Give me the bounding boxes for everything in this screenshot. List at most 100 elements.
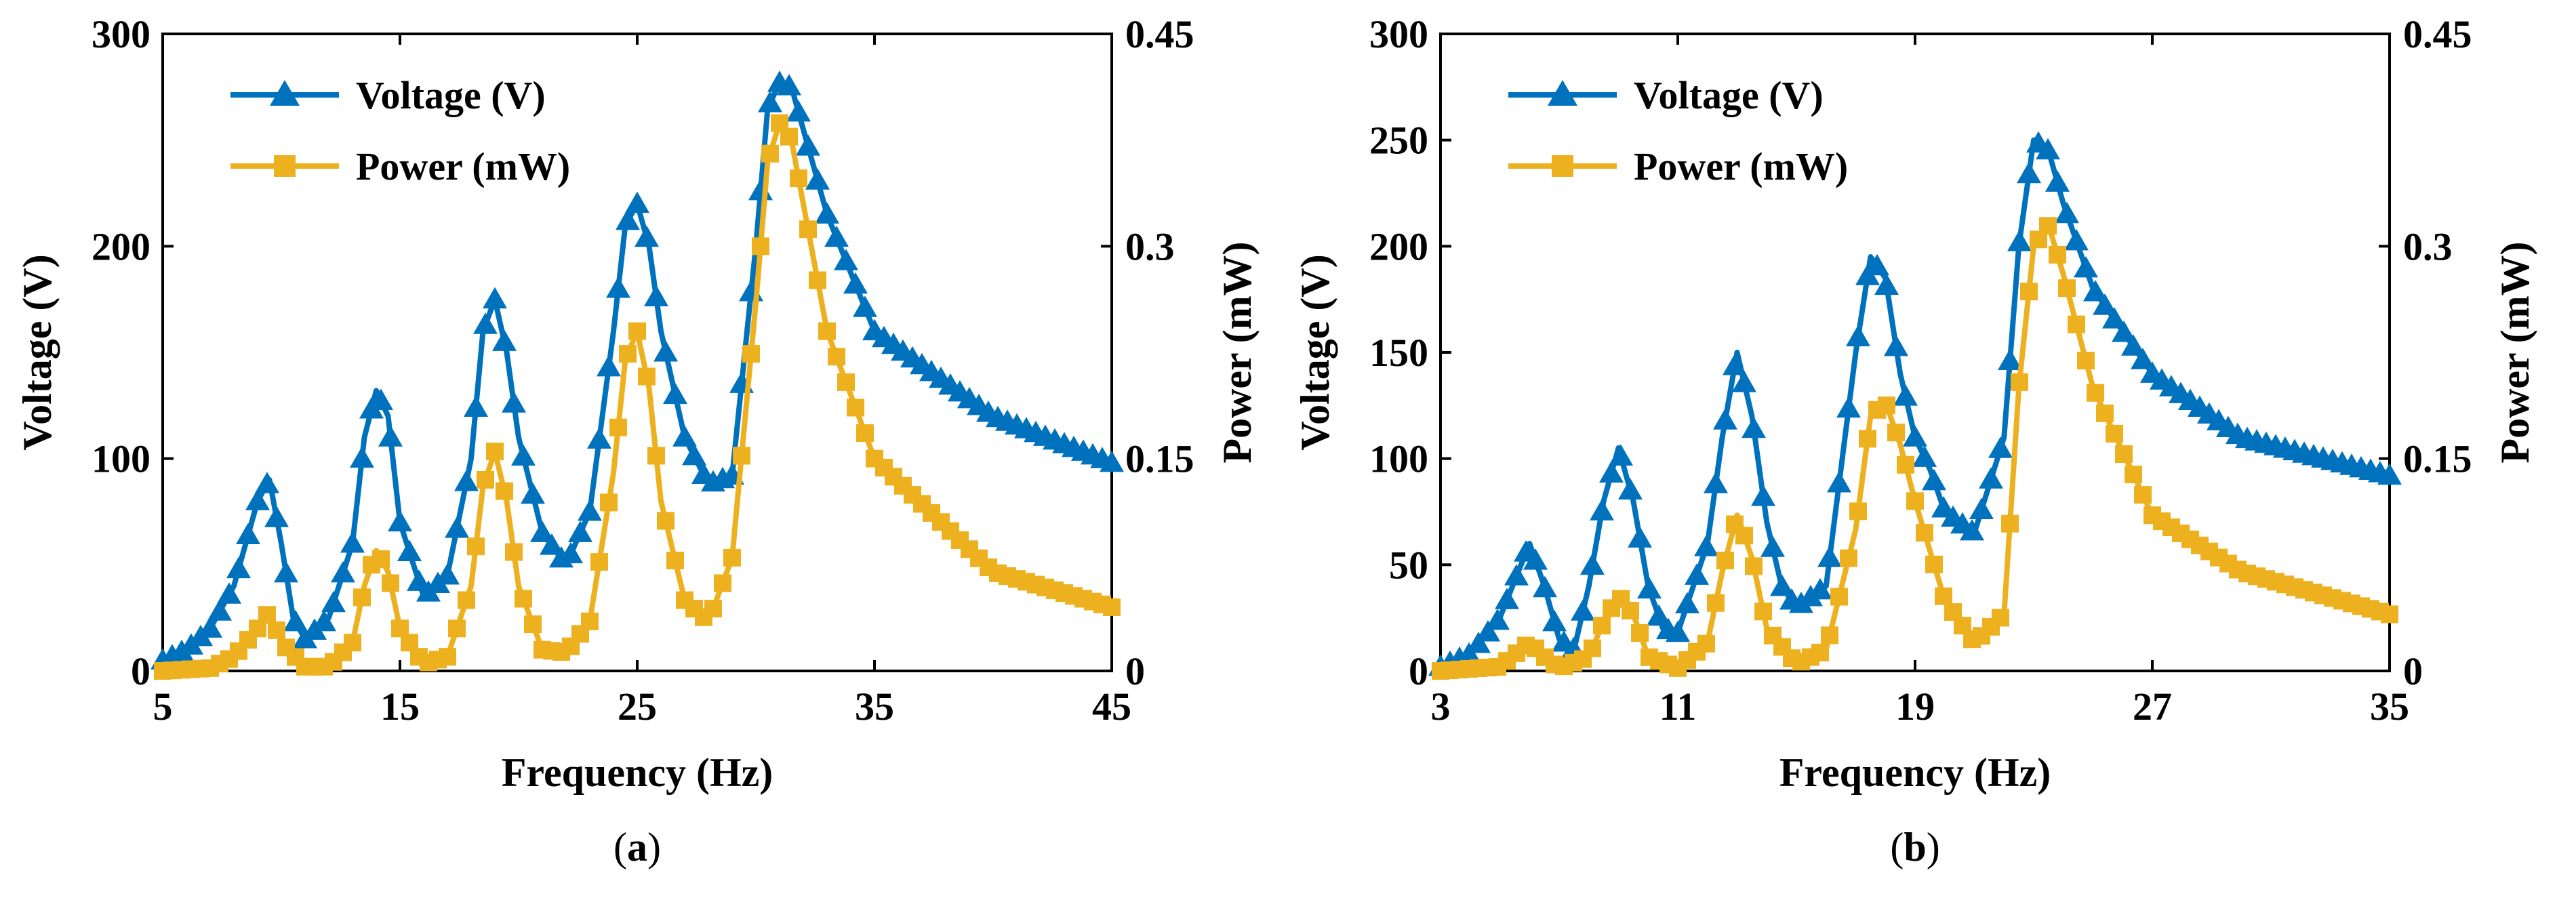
voltage-point xyxy=(834,249,858,270)
voltage-point xyxy=(1647,604,1671,626)
power-point xyxy=(1992,609,2009,627)
voltage-point xyxy=(1893,384,1918,406)
power-point xyxy=(657,512,675,530)
voltage-point xyxy=(1874,273,1899,295)
voltage-point xyxy=(2017,161,2041,184)
power-point xyxy=(382,574,399,592)
voltage-point xyxy=(663,382,687,405)
power-point xyxy=(2020,283,2038,301)
y2-tick-label: 0.45 xyxy=(1125,12,1194,56)
legend-square-marker xyxy=(274,155,296,177)
voltage-point xyxy=(530,520,555,542)
power-point xyxy=(790,169,807,188)
voltage-point xyxy=(264,506,289,527)
x-tick-label: 15 xyxy=(380,684,420,729)
y-tick-label: 150 xyxy=(1369,331,1428,375)
voltage-point xyxy=(207,599,232,621)
power-point xyxy=(515,590,532,608)
voltage-point xyxy=(483,287,507,309)
voltage-point xyxy=(502,391,526,413)
x-axis-label: Frequency (Hz) xyxy=(502,750,773,795)
power-point xyxy=(2125,466,2142,484)
voltage-point xyxy=(587,427,611,449)
power-point xyxy=(1906,492,1924,510)
power-point xyxy=(1840,549,1857,567)
voltage-point xyxy=(445,516,469,538)
voltage-point xyxy=(748,178,773,201)
y2-tick-label: 0.3 xyxy=(2403,224,2453,268)
voltage-point xyxy=(540,533,564,555)
power-point xyxy=(2058,279,2076,298)
power-point xyxy=(723,548,741,567)
voltage-point xyxy=(312,609,336,632)
voltage-point xyxy=(388,510,412,532)
x-tick-label: 35 xyxy=(2370,684,2409,729)
voltage-point xyxy=(1732,371,1756,392)
voltage-point xyxy=(1960,518,1984,541)
legend-square-marker xyxy=(1552,155,1573,177)
voltage-point xyxy=(1618,478,1643,500)
voltage-point xyxy=(1912,445,1937,467)
caption-letter: a xyxy=(627,825,647,870)
legend-label: Voltage (V) xyxy=(356,73,546,117)
voltage-point xyxy=(1713,408,1737,430)
voltage-point xyxy=(492,329,517,351)
y2-tick-label: 0.3 xyxy=(1125,224,1175,268)
voltage-point xyxy=(2102,307,2127,329)
power-point xyxy=(809,271,826,289)
power-point xyxy=(268,621,285,639)
power-point xyxy=(1859,430,1876,448)
voltage-point xyxy=(568,520,592,542)
voltage-point xyxy=(786,100,811,122)
voltage-point xyxy=(454,470,479,491)
voltage-point xyxy=(217,582,241,604)
power-point xyxy=(733,447,750,465)
voltage-point xyxy=(853,295,877,317)
power-point xyxy=(1745,557,1763,575)
power-point xyxy=(2381,605,2398,623)
voltage-point xyxy=(1751,485,1775,506)
power-point xyxy=(647,447,665,465)
power-point xyxy=(1821,626,1838,645)
y2-tick-label: 0 xyxy=(1125,649,1145,693)
voltage-point xyxy=(1903,425,1927,447)
voltage-point xyxy=(1704,472,1728,493)
voltage-point xyxy=(672,425,697,447)
voltage-point xyxy=(1685,563,1709,585)
voltage-point xyxy=(473,312,498,334)
y2-tick-label: 0.45 xyxy=(2403,12,2472,56)
power-point xyxy=(2001,514,2019,533)
power-point xyxy=(458,591,475,609)
voltage-point xyxy=(331,560,355,583)
power-point xyxy=(752,237,769,255)
power-point xyxy=(2106,424,2123,443)
voltage-point xyxy=(1808,577,1832,600)
axes-box xyxy=(161,33,1113,672)
power-point xyxy=(477,471,494,489)
legend-triangle-marker xyxy=(270,80,300,106)
power-point xyxy=(847,398,864,417)
voltage-point xyxy=(2377,463,2402,485)
voltage-point xyxy=(559,541,583,564)
voltage-point xyxy=(1742,416,1766,438)
power-point xyxy=(467,537,485,556)
chart-b: 3 11 19 27 3505010015020025030000.150.30.45F… xyxy=(1293,12,2537,870)
voltage-point xyxy=(653,340,678,362)
voltage-point xyxy=(1580,553,1605,575)
voltage-point xyxy=(758,91,782,112)
voltage-point xyxy=(1666,620,1690,642)
legend-label: Power (mW) xyxy=(356,144,570,188)
power-point xyxy=(1925,555,1943,573)
power-point xyxy=(2096,404,2114,422)
voltage-point xyxy=(369,388,393,410)
voltage-point xyxy=(616,208,640,230)
voltage-point xyxy=(815,202,839,224)
y2-tick-label: 0.15 xyxy=(2403,437,2472,481)
power-point xyxy=(1103,598,1121,616)
voltage-point xyxy=(2112,321,2136,342)
voltage-point xyxy=(843,272,868,294)
power-point xyxy=(486,443,504,461)
voltage-point xyxy=(2045,170,2070,192)
voltage-point xyxy=(635,225,659,247)
power-point xyxy=(448,619,466,638)
